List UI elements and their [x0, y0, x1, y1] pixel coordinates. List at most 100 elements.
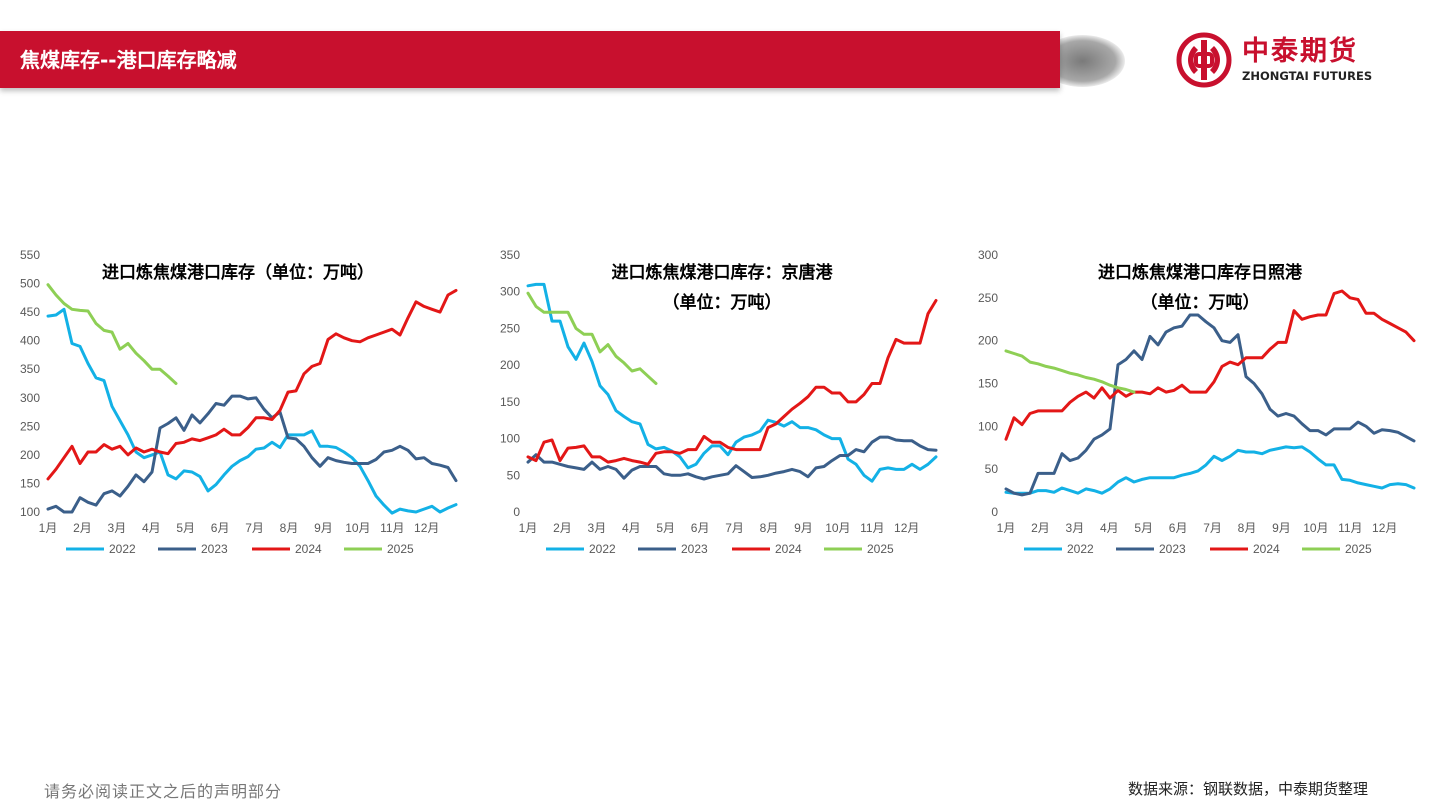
x-tick-label: 6月	[211, 521, 230, 535]
legend-label-2022: 2022	[1067, 542, 1094, 556]
series-line-2025	[526, 291, 658, 385]
chart-title: 进口炼焦煤港口库存日照港	[1098, 262, 1303, 283]
x-tick-label: 11月	[380, 521, 404, 535]
y-tick-label: 500	[20, 277, 40, 291]
series-line-2025	[1004, 349, 1136, 394]
y-tick-label: 50	[507, 468, 521, 482]
y-tick-label: 100	[500, 432, 520, 446]
y-tick-label: 450	[20, 305, 40, 319]
x-tick-label: 12月	[894, 521, 919, 535]
legend-label-2023: 2023	[681, 542, 708, 556]
x-tick-label: 5月	[176, 521, 195, 535]
legend-label-2023: 2023	[1159, 542, 1186, 556]
x-tick-label: 6月	[691, 521, 710, 535]
y-tick-label: 100	[978, 419, 998, 433]
chart-rizhao-port-inventory-svg: 0 50 100 150 200 250 300 1月 2月 3月 4月 5月 6月 7月 8月 9月 10月 1…	[978, 248, 1416, 556]
x-tick-label: 2月	[1031, 521, 1050, 535]
y-tick-label: 250	[978, 291, 998, 305]
x-tick-label: 5月	[656, 521, 675, 535]
legend-label-2024: 2024	[1253, 542, 1280, 556]
x-tick-label: 4月	[1100, 521, 1119, 535]
legend-label-2025: 2025	[867, 542, 894, 556]
y-tick-label: 150	[978, 377, 998, 391]
x-tick-label: 3月	[588, 521, 607, 535]
series-line-2022	[46, 307, 458, 515]
x-tick-label: 2月	[73, 521, 92, 535]
series-line-2023	[1004, 313, 1416, 497]
y-tick-label: 50	[985, 462, 999, 476]
chart-total-port-inventory-svg: 100 150 200 250 300 350 400 450 500 550 1月 2月 3月 4月 5月…	[20, 248, 458, 556]
x-tick-label: 7月	[1203, 521, 1222, 535]
chart-title: （单位：万吨）	[1141, 292, 1260, 313]
y-tick-label: 100	[20, 505, 40, 519]
logo-company-name: 中泰期货	[1242, 36, 1358, 67]
x-tick-label: 8月	[760, 521, 779, 535]
x-tick-label: 10月	[825, 521, 850, 535]
x-tick-label: 4月	[622, 521, 641, 535]
y-tick-label: 400	[20, 334, 40, 348]
x-tick-label: 8月	[1238, 521, 1257, 535]
legend-label-2022: 2022	[109, 542, 136, 556]
y-tick-label: 300	[20, 391, 40, 405]
y-tick-label: 250	[500, 321, 520, 335]
y-tick-label: 200	[500, 358, 520, 372]
legend-label-2023: 2023	[201, 542, 228, 556]
page-title: 焦煤库存--港口库存略减	[20, 48, 237, 72]
y-tick-label: 150	[20, 476, 40, 490]
y-tick-label: 300	[978, 248, 998, 262]
x-tick-label: 9月	[314, 521, 333, 535]
legend-label-2025: 2025	[1345, 542, 1372, 556]
y-tick-label: 0	[991, 505, 998, 519]
series-line-2024	[1004, 289, 1416, 441]
chart-jingtang-port-inventory: 0 50 100 150 200 250 300 350 1月 2月 3月 4月 5月 6月 7月 8月 9月 1…	[490, 235, 938, 565]
y-tick-label: 150	[500, 395, 520, 409]
x-tick-label: 8月	[280, 521, 299, 535]
x-tick-label: 1月	[997, 521, 1016, 535]
series-line-2023	[46, 394, 458, 514]
series-line-2024	[46, 288, 458, 481]
y-tick-label: 250	[20, 419, 40, 433]
y-tick-label: 350	[20, 362, 40, 376]
chart-title: 进口炼焦煤港口库存（单位：万吨）	[102, 262, 374, 283]
logo-company-sub: ZHONGTAI FUTURES	[1242, 69, 1373, 83]
legend-label-2024: 2024	[775, 542, 802, 556]
title-bar	[0, 31, 1060, 88]
x-tick-label: 1月	[39, 521, 58, 535]
x-tick-label: 4月	[142, 521, 161, 535]
series-line-2024	[526, 299, 938, 466]
x-tick-label: 12月	[414, 521, 439, 535]
series-line-2023	[526, 435, 938, 481]
legend-label-2025: 2025	[387, 542, 414, 556]
chart-jingtang-port-inventory-svg: 0 50 100 150 200 250 300 350 1月 2月 3月 4月 5月 6月 7月 8月 9月 1…	[500, 248, 938, 556]
x-tick-label: 5月	[1134, 521, 1153, 535]
x-tick-label: 9月	[794, 521, 813, 535]
logo-emblem-icon	[1176, 32, 1232, 88]
chart-title: （单位：万吨）	[663, 292, 782, 313]
x-tick-label: 10月	[345, 521, 370, 535]
x-tick-label: 7月	[245, 521, 264, 535]
x-tick-label: 9月	[1272, 521, 1291, 535]
y-tick-label: 300	[500, 285, 520, 299]
y-tick-label: 350	[500, 248, 520, 262]
y-tick-label: 200	[20, 448, 40, 462]
series-line-2025	[46, 283, 178, 385]
chart-total-port-inventory: 100 150 200 250 300 350 400 450 500 550 1月 2月 3月 4月 5月…	[10, 235, 458, 565]
x-tick-label: 6月	[1169, 521, 1188, 535]
chart-rizhao-port-inventory: 0 50 100 150 200 250 300 1月 2月 3月 4月 5月 6月 7月 8月 9月 10月 1…	[968, 235, 1416, 565]
y-tick-label: 0	[513, 505, 520, 519]
y-tick-label: 550	[20, 248, 40, 262]
x-tick-label: 3月	[108, 521, 127, 535]
x-tick-label: 11月	[860, 521, 884, 535]
x-tick-label: 2月	[553, 521, 572, 535]
legend-label-2022: 2022	[589, 542, 616, 556]
footer-source: 数据来源：钢联数据，中泰期货整理	[1128, 780, 1369, 798]
company-logo: 中泰期货 ZHONGTAI FUTURES	[1176, 32, 1406, 88]
y-tick-label: 200	[978, 334, 998, 348]
footer-disclaimer: 请务必阅读正文之后的声明部分	[44, 782, 283, 801]
series-line-2022	[1004, 445, 1416, 495]
x-tick-label: 12月	[1372, 521, 1397, 535]
x-tick-label: 3月	[1066, 521, 1085, 535]
legend-label-2024: 2024	[295, 542, 322, 556]
x-tick-label: 7月	[725, 521, 744, 535]
chart-title: 进口炼焦煤港口库存：京唐港	[612, 262, 834, 283]
